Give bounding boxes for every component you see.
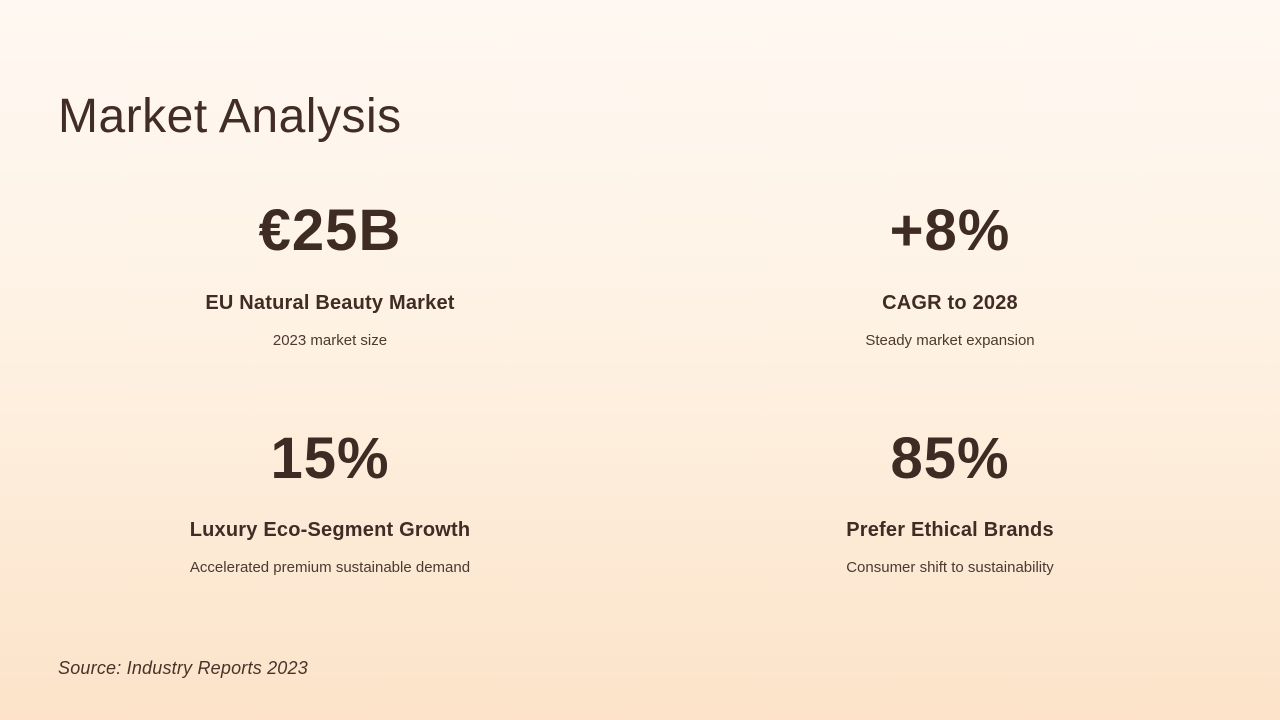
- stat-eu-market: €25B EU Natural Beauty Market 2023 marke…: [20, 198, 640, 350]
- stat-label: EU Natural Beauty Market: [205, 291, 455, 314]
- stat-label: CAGR to 2028: [882, 291, 1018, 314]
- stat-description: 2023 market size: [272, 331, 388, 349]
- source-note: Source: Industry Reports 2023: [58, 658, 308, 678]
- stats-grid: €25B EU Natural Beauty Market 2023 marke…: [20, 198, 1260, 577]
- stat-cagr: +8% CAGR to 2028 Steady market expansion: [640, 198, 1260, 350]
- stat-label: Prefer Ethical Brands: [846, 519, 1054, 542]
- stat-value: 15%: [270, 425, 390, 491]
- stat-description: Accelerated premium sustainable demand: [189, 559, 471, 577]
- stat-label: Luxury Eco-Segment Growth: [189, 519, 471, 542]
- stat-eco-segment-growth: 15% Luxury Eco-Segment Growth Accelerate…: [20, 426, 640, 578]
- stat-ethical-brands: 85% Prefer Ethical Brands Consumer shift…: [640, 426, 1260, 578]
- stat-description: Consumer shift to sustainability: [846, 559, 1054, 577]
- stat-value: +8%: [889, 198, 1011, 263]
- page-title: Market Analysis: [58, 90, 402, 144]
- stat-value: €25B: [258, 198, 402, 263]
- stat-value: 85%: [890, 425, 1010, 491]
- stat-description: Steady market expansion: [865, 331, 1035, 349]
